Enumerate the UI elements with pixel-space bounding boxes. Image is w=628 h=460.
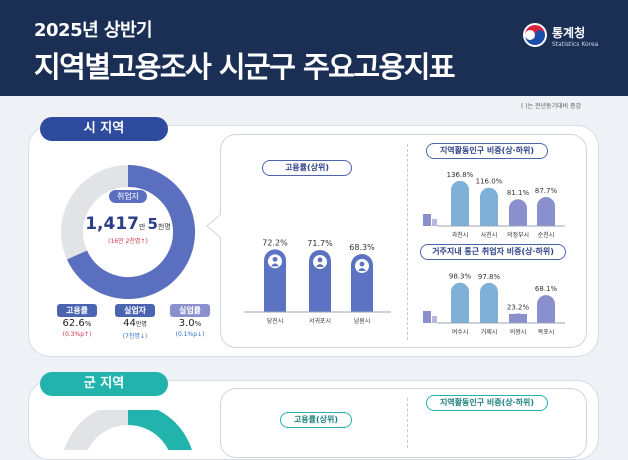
logo-text: 통계청 [552,26,586,40]
bar-1-1 [480,187,498,226]
bar-base-0-1 [309,301,331,312]
bar-base-0-2 [351,301,373,312]
category-label-2-1: 거제시 [481,328,498,336]
bar-1-0 [451,180,469,226]
unemployed-badge: 실업자 [115,304,155,317]
employment-rate-badge: 고용률 [57,304,97,317]
category-label-0-1: 서귀포시 [309,317,331,325]
value-label-0-1: 71.7% [307,239,333,248]
category-label-1-1: 사천시 [481,231,498,239]
donut-fill [66,165,196,299]
value-label-1-3: 87.7% [535,187,558,195]
value-label-2-3: 68.1% [535,285,558,293]
bar-base-2-3 [537,314,555,323]
bar-base-1-1 [480,217,498,226]
bar-2-1 [480,282,498,323]
chart-title-commute: 거주지내 통근 취업자 비중(상·하위) [420,244,566,260]
county-chart-divider [407,398,408,448]
unemployment-rate-badge: 실업률 [170,304,210,317]
unemployment-rate-change: (0.1%p↓) [175,331,205,338]
taeguk-emblem-icon [523,23,547,47]
county-section-label: 군 지역 [40,372,168,396]
city-bar-charts: 72.2% 당진시 71.7% 서귀포시 68.3% 남원시 136.8% 과천시 116.0%… [244,171,565,439]
person-body-icon [271,263,279,267]
category-label-0-0: 당진시 [267,317,284,325]
person-body-icon [358,268,366,272]
bar-base-2-0 [451,314,469,323]
chart-title-employment-top: 고용률(상위) [262,160,352,176]
chart-title-active-population: 지역활동인구 비중(상·하위) [426,143,548,159]
building-icon [423,214,431,226]
value-label-2-1: 97.8% [478,273,501,281]
person-head-icon [317,257,323,263]
building-icon [432,316,437,323]
employment-rate-change: (0.3%p↑) [62,331,92,338]
donut-value: 1,417만 5천명 [82,214,174,234]
category-label-2-2: 의왕시 [510,328,527,336]
logo-english: Statistics Korea [552,41,599,48]
unemployed-change: (7천명↓) [122,333,148,340]
bar-base-1-3 [537,217,555,226]
employment-rate-value: 62.6% [62,318,92,329]
header-subtitle: 2025년 상반기 [34,20,153,41]
donut-unit-cheon: 천명 [157,223,171,231]
bar-base-2-1 [480,314,498,323]
category-label-0-2: 남원시 [354,317,371,325]
donut-change: (16만 2천명↑) [108,238,148,245]
statistics-korea-logo: 통계청 Statistics Korea [522,22,606,56]
donut-value-sub: 5 [147,215,158,233]
value-label-2-2: 23.2% [507,303,530,311]
value-label-1-1: 116.0% [476,178,503,186]
city-section-label: 시 지역 [40,117,168,141]
unemployment-rate-value: 3.0% [178,318,202,329]
value-label-0-0: 72.2% [262,238,288,247]
county-chart-title-employment: 고용률(상위) [280,412,352,428]
county-donut-chart [64,410,192,450]
value-label-0-2: 68.3% [349,243,375,252]
bar-base-1-2 [509,217,527,226]
category-label-2-0: 여수시 [452,328,469,336]
donut-value-main: 1,417 [85,214,139,234]
employed-donut-chart [61,165,196,299]
county-chart-title-active-population: 지역활동인구 비중(상·하위) [426,395,548,411]
donut-unit-man: 만 [139,223,146,231]
person-head-icon [359,261,365,267]
building-icon [432,219,437,226]
value-label-1-2: 81.1% [507,189,530,197]
footnote: ( )는 전년동기대비 증감 [521,103,582,110]
bar-base-0-0 [264,301,286,312]
value-label-1-0: 136.8% [447,171,474,179]
donut-center: 취업자 [92,184,164,203]
chart-divider [407,144,408,340]
donut-caption: 취업자 [108,190,148,203]
county-donut-fill [127,410,192,450]
category-label-1-3: 순천시 [538,231,555,239]
category-label-1-0: 과천시 [452,231,469,239]
header-banner: 2025년 상반기 지역별고용조사 시군구 주요고용지표 통계청 Statist… [0,0,628,96]
person-body-icon [316,263,324,267]
value-label-2-0: 98.3% [449,273,472,281]
person-head-icon [272,256,278,262]
county-donut-track [64,410,129,450]
unemployed-value: 44만명 [123,318,147,329]
callout-pointer [206,214,222,238]
building-icon [423,311,431,323]
bar-2-0 [451,282,469,323]
header-title: 지역별고용조사 시군구 주요고용지표 [34,50,456,84]
bar-base-1-0 [451,217,469,226]
category-label-2-3: 목포시 [538,329,555,336]
bar-base-2-2 [509,314,527,323]
category-label-1-2: 의정부시 [507,231,529,239]
